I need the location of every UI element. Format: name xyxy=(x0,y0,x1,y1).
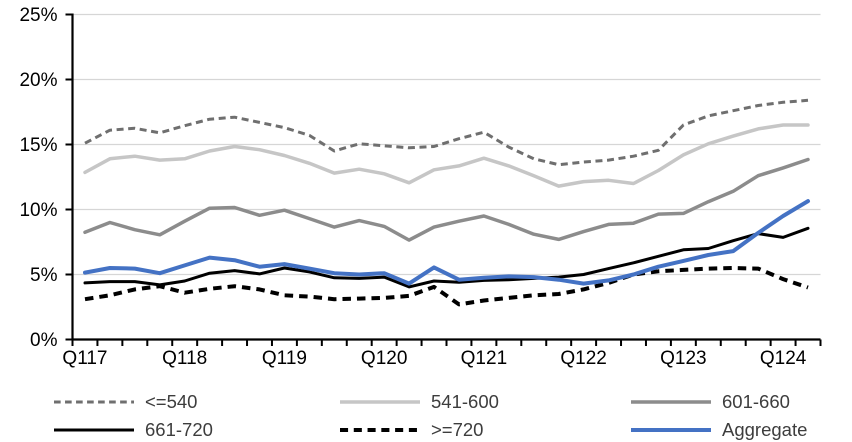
x-axis-label-Q120: Q120 xyxy=(361,348,407,369)
x-axis-label-Q121: Q121 xyxy=(461,348,507,369)
x-axis-label-Q123: Q123 xyxy=(660,348,706,369)
series-line-540 xyxy=(84,98,809,167)
y-axis-label: 5% xyxy=(30,265,58,286)
y-axis-label: 15% xyxy=(19,135,57,156)
series-line-601660 xyxy=(83,157,810,242)
series-line-720 xyxy=(84,266,809,307)
series-line-661720 xyxy=(83,226,810,289)
x-axis-label-Q117: Q117 xyxy=(62,348,107,369)
x-axis-label-Q124: Q124 xyxy=(760,348,807,369)
y-axis-label: 0% xyxy=(30,330,58,351)
series-line-541600 xyxy=(83,123,810,188)
x-axis-label-Q118: Q118 xyxy=(162,348,207,369)
y-axis-label: 20% xyxy=(19,70,57,91)
y-axis-label: 25% xyxy=(19,5,57,26)
x-axis-label-Q122: Q122 xyxy=(560,348,606,369)
x-axis-label-Q119: Q119 xyxy=(262,348,307,369)
series-line-aggregate xyxy=(83,199,810,286)
y-axis-label: 10% xyxy=(19,200,57,221)
